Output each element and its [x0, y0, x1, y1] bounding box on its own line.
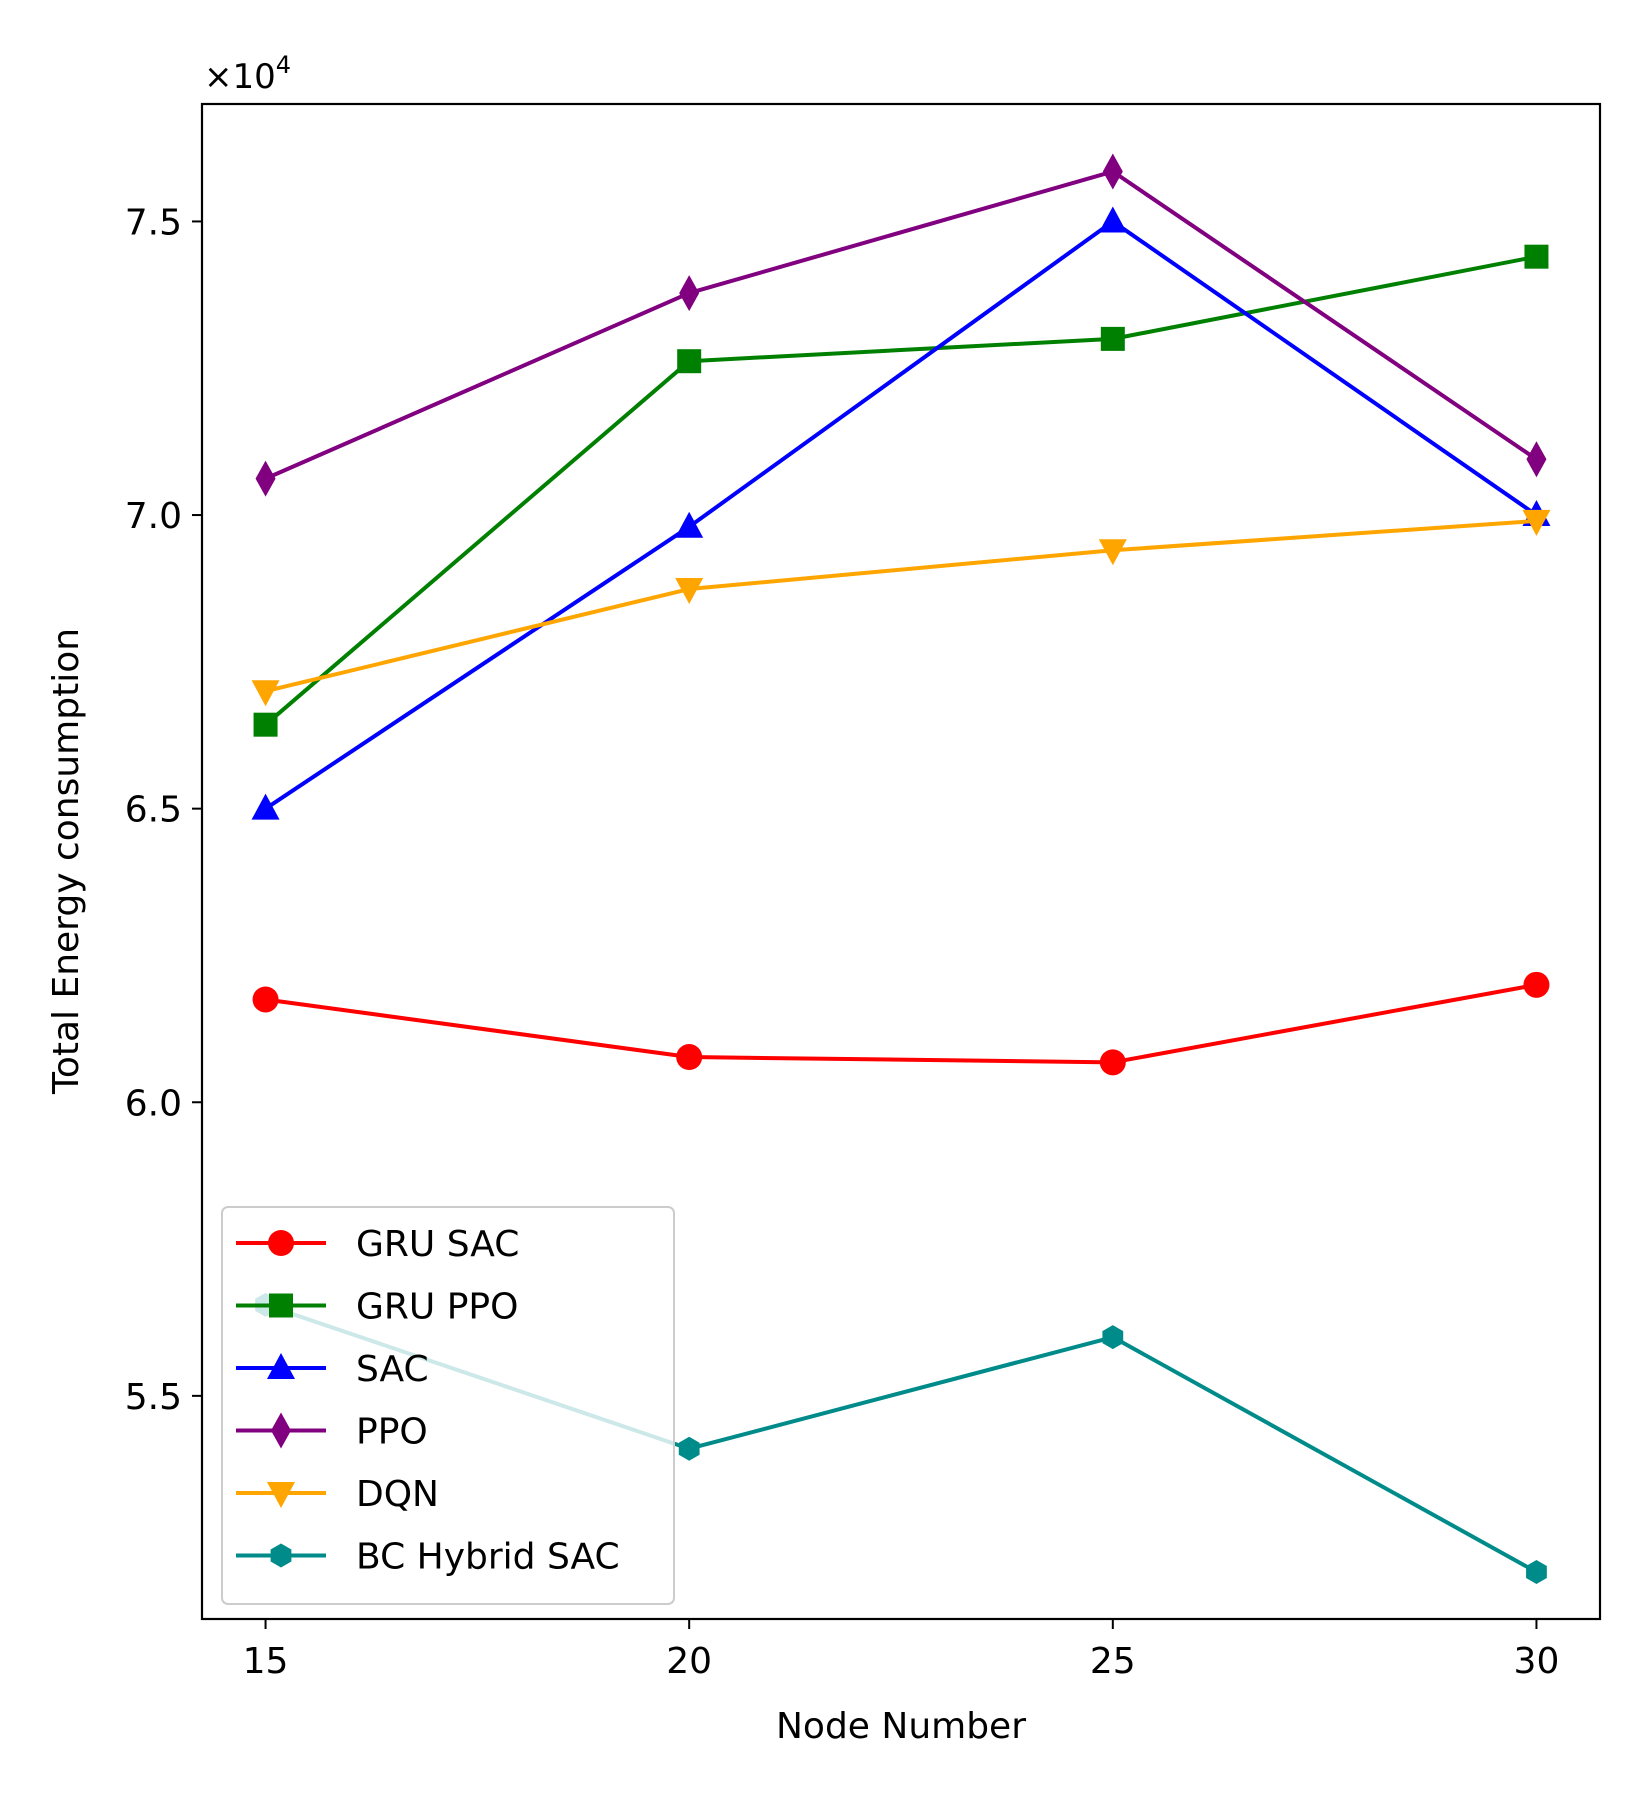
data-point-dqn [1098, 539, 1127, 566]
legend-entry-dqn: DQN [236, 1474, 439, 1515]
y-tick-label: 7.0 [125, 496, 182, 537]
legend-box [221, 1206, 675, 1605]
series-gru-sac [252, 971, 1550, 1076]
legend-entry-bc-hybrid-sac: BC Hybrid SAC [236, 1537, 620, 1578]
data-point-sac [1098, 206, 1127, 233]
data-point-ppo [679, 275, 700, 312]
series-line-sac [264, 219, 1538, 811]
legend-label: SAC [356, 1349, 429, 1390]
legend-marker [270, 1543, 292, 1568]
series-line-ppo [264, 169, 1538, 481]
data-point-gru-sac [1523, 971, 1550, 998]
legend-marker [267, 1482, 295, 1508]
axis-ticks: 15 20 25 30 5.5 6.0 6.5 7.0 7.5 [125, 202, 1560, 1682]
data-point-dqn [675, 578, 704, 605]
y-tick-label: 7.5 [125, 202, 182, 243]
series-line-gru-sac [265, 982, 1537, 1065]
data-point-gru-sac [676, 1044, 703, 1071]
legend: GRU SAC GRU PPO SAC PPO DQN BC Hybrid SAC [221, 1206, 675, 1605]
plot-frame [200, 102, 1602, 1621]
y-tick-label: 6.5 [125, 790, 182, 831]
y-tick-label: 5.5 [125, 1377, 182, 1418]
data-point-bc-hybrid-sac [1526, 1560, 1547, 1585]
data-point-ppo [1102, 153, 1123, 190]
data-point-ppo [255, 460, 276, 497]
legend-label: DQN [356, 1474, 439, 1515]
series-line-dqn [265, 518, 1537, 694]
data-point-dqn [251, 680, 280, 707]
x-tick-label: 20 [666, 1641, 712, 1682]
data-point-dqn [1522, 509, 1551, 536]
data-point-gru-ppo [253, 712, 278, 737]
legend-marker [267, 1353, 295, 1379]
legend-label: PPO [356, 1412, 428, 1453]
data-point-sac [251, 793, 280, 820]
data-point-ppo [1526, 441, 1547, 478]
series-gru-ppo [253, 244, 1549, 737]
x-axis-label: Node Number [776, 1706, 1026, 1747]
data-point-gru-sac [1099, 1049, 1126, 1076]
data-point-gru-ppo [1524, 244, 1549, 269]
data-point-bc-hybrid-sac [678, 1436, 700, 1461]
series-dqn [251, 509, 1551, 707]
legend-marker [269, 1293, 293, 1318]
series-line-gru-ppo [264, 254, 1537, 727]
legend-label: BC Hybrid SAC [356, 1537, 620, 1578]
legend-entry-gru-ppo: GRU PPO [236, 1287, 518, 1328]
legend-entry-gru-sac: GRU SAC [236, 1224, 519, 1265]
legend-entry-sac: SAC [236, 1349, 429, 1390]
x-tick-label: 25 [1090, 1641, 1136, 1682]
legend-label: GRU PPO [356, 1287, 518, 1328]
data-point-gru-ppo [677, 349, 702, 374]
legend-entry-ppo: PPO [236, 1412, 428, 1453]
x-tick-label: 15 [243, 1641, 289, 1682]
y-tick-label: 6.0 [125, 1083, 182, 1124]
series-ppo [255, 153, 1547, 497]
data-point-gru-ppo [1100, 326, 1125, 351]
legend-marker [268, 1230, 294, 1256]
data-point-gru-sac [252, 986, 279, 1013]
series-sac [251, 206, 1551, 820]
legend-marker [271, 1412, 291, 1449]
y-axis-multiplier: ×104 [204, 51, 291, 97]
data-point-sac [675, 511, 704, 538]
x-tick-label: 30 [1514, 1641, 1560, 1682]
y-axis-label: Total Energy consumption [46, 628, 87, 1095]
data-point-bc-hybrid-sac [1102, 1325, 1124, 1350]
legend-label: GRU SAC [356, 1224, 519, 1265]
